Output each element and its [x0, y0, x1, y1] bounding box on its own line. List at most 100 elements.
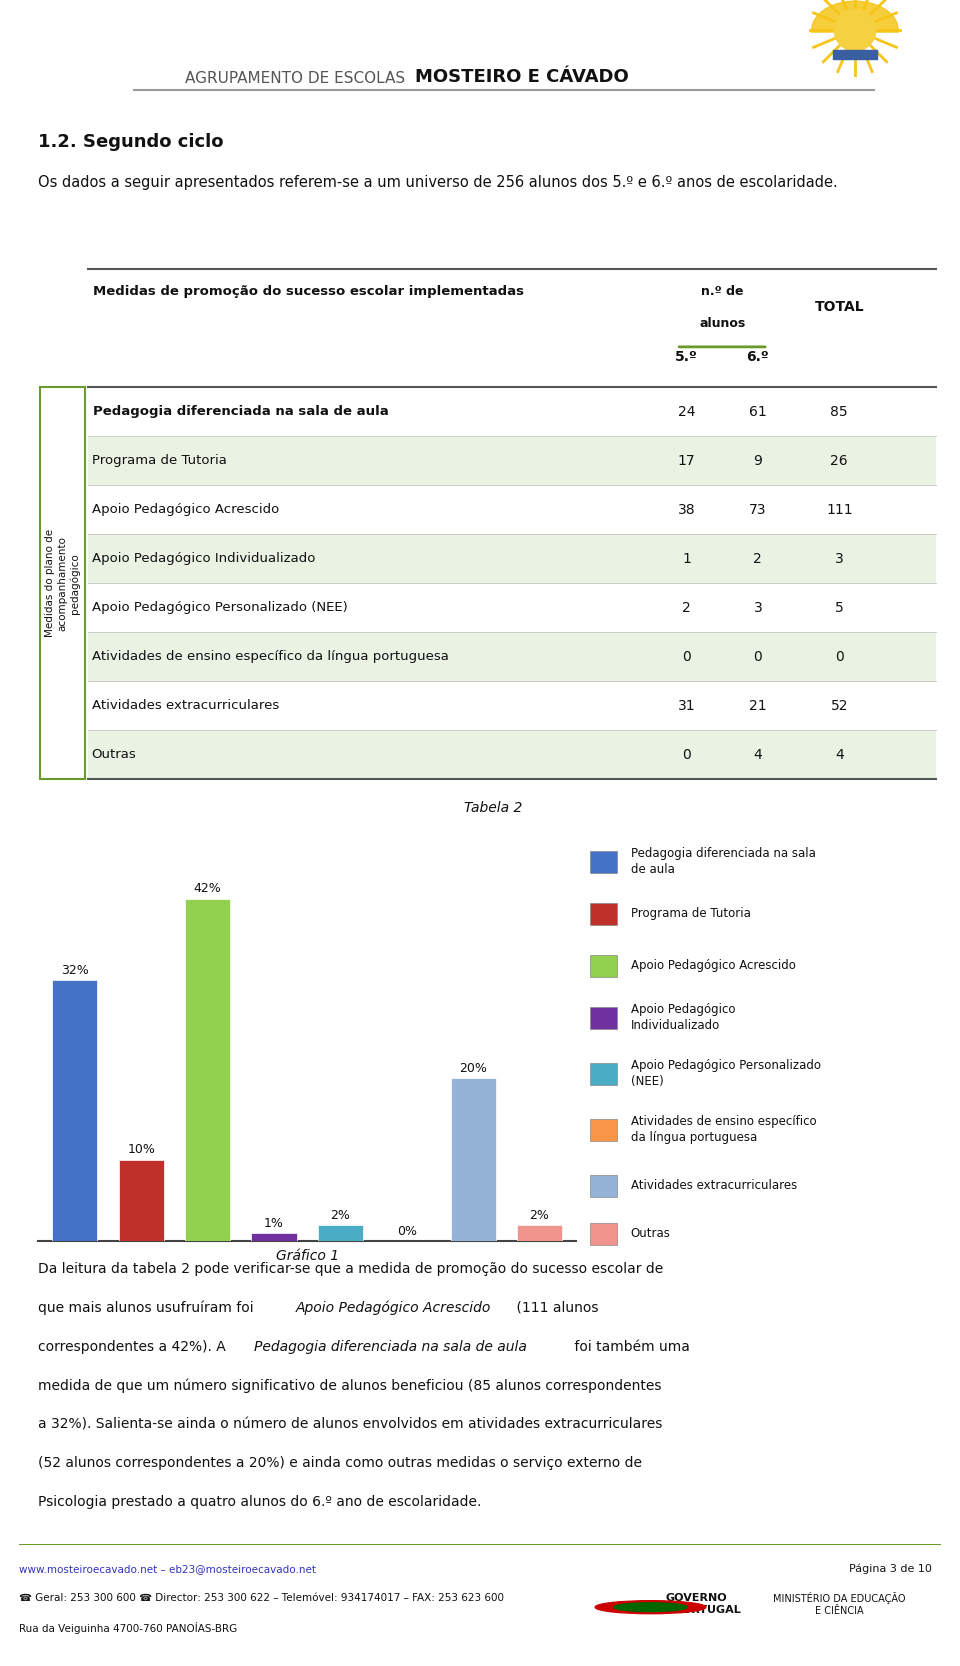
FancyBboxPatch shape	[87, 387, 936, 436]
Text: 17: 17	[678, 453, 695, 468]
FancyBboxPatch shape	[87, 535, 936, 583]
Text: 0: 0	[835, 650, 844, 663]
Text: 32%: 32%	[61, 965, 88, 976]
Text: 0: 0	[754, 650, 762, 663]
Text: Apoio Pedagógico Acrescido: Apoio Pedagógico Acrescido	[296, 1301, 492, 1314]
Text: 73: 73	[749, 503, 767, 516]
Text: 9: 9	[754, 453, 762, 468]
Bar	[119, 1160, 164, 1241]
Text: 61: 61	[749, 405, 767, 418]
Bar	[516, 1225, 562, 1241]
Text: Apoio Pedagógico Personalizado (NEE): Apoio Pedagógico Personalizado (NEE)	[91, 601, 348, 615]
Circle shape	[613, 1603, 687, 1611]
Text: Gráfico 1: Gráfico 1	[276, 1250, 339, 1263]
Text: Medidas de promoção do sucesso escolar implementadas: Medidas de promoção do sucesso escolar i…	[92, 285, 523, 298]
Text: 1.2. Segundo ciclo: 1.2. Segundo ciclo	[38, 133, 224, 150]
FancyBboxPatch shape	[87, 681, 936, 730]
Text: foi também uma: foi também uma	[570, 1339, 689, 1354]
Text: 52: 52	[830, 698, 848, 713]
Text: 0: 0	[683, 748, 691, 761]
FancyBboxPatch shape	[590, 1006, 616, 1028]
Text: 21: 21	[749, 698, 767, 713]
Text: Apoio Pedagógico Acrescido: Apoio Pedagógico Acrescido	[631, 960, 796, 973]
FancyBboxPatch shape	[590, 1223, 616, 1245]
Text: Apoio Pedagógico
Individualizado: Apoio Pedagógico Individualizado	[631, 1003, 735, 1031]
FancyBboxPatch shape	[590, 851, 616, 873]
Text: 111: 111	[826, 503, 852, 516]
Text: 20%: 20%	[459, 1061, 487, 1075]
Text: Pedagogia diferenciada na sala
de aula: Pedagogia diferenciada na sala de aula	[631, 848, 816, 876]
Text: Outras: Outras	[631, 1226, 671, 1240]
Text: 1%: 1%	[264, 1216, 284, 1230]
FancyBboxPatch shape	[87, 436, 936, 485]
Text: Pedagogia diferenciada na sala de aula: Pedagogia diferenciada na sala de aula	[254, 1339, 527, 1354]
Text: Da leitura da tabela 2 pode verificar-se que a medida de promoção do sucesso esc: Da leitura da tabela 2 pode verificar-se…	[38, 1261, 663, 1276]
Text: 5.º: 5.º	[675, 350, 698, 363]
Text: 6.º: 6.º	[747, 350, 769, 363]
Text: 31: 31	[678, 698, 695, 713]
Text: que mais alunos usufruíram foi: que mais alunos usufruíram foi	[38, 1301, 258, 1314]
Text: 0%: 0%	[396, 1225, 417, 1238]
Bar	[53, 980, 98, 1241]
Text: n.º de: n.º de	[701, 285, 743, 298]
Text: Apoio Pedagógico Acrescido: Apoio Pedagógico Acrescido	[91, 503, 278, 516]
Text: Atividades extracurriculares: Atividades extracurriculares	[91, 700, 278, 713]
Bar	[185, 898, 230, 1241]
Text: 2: 2	[754, 551, 762, 566]
Text: Outras: Outras	[91, 748, 136, 761]
Text: TOTAL: TOTAL	[814, 300, 864, 313]
Bar	[252, 1233, 297, 1241]
Text: ☎ Geral: 253 300 600 ☎ Director: 253 300 622 – Telemóvel: 934174017 – FAX: 253 6: ☎ Geral: 253 300 600 ☎ Director: 253 300…	[19, 1593, 504, 1603]
FancyBboxPatch shape	[590, 955, 616, 976]
Text: Medidas do plano de
acompanhamento
pedagógico: Medidas do plano de acompanhamento pedag…	[45, 530, 81, 638]
Text: MOSTEIRO E CÁVADO: MOSTEIRO E CÁVADO	[415, 68, 629, 87]
Text: 0: 0	[683, 650, 691, 663]
Text: 2%: 2%	[330, 1208, 350, 1221]
Text: Apoio Pedagógico Personalizado
(NEE): Apoio Pedagógico Personalizado (NEE)	[631, 1060, 821, 1088]
Text: 38: 38	[678, 503, 695, 516]
Text: 4: 4	[754, 748, 762, 761]
Text: (52 alunos correspondentes a 20%) e ainda como outras medidas o serviço externo : (52 alunos correspondentes a 20%) e aind…	[38, 1456, 642, 1471]
Text: Programa de Tutoria: Programa de Tutoria	[91, 455, 227, 466]
Text: 42%: 42%	[194, 883, 222, 895]
Text: 85: 85	[830, 405, 848, 418]
Text: 2%: 2%	[530, 1208, 549, 1221]
FancyBboxPatch shape	[87, 583, 936, 631]
Text: MINISTÉRIO DA EDUCAÇÃO
E CIÊNCIA: MINISTÉRIO DA EDUCAÇÃO E CIÊNCIA	[773, 1593, 905, 1616]
FancyBboxPatch shape	[590, 1063, 616, 1085]
Bar	[318, 1225, 363, 1241]
Text: www.mosteiroecavado.net – eb23@mosteiroecavado.net: www.mosteiroecavado.net – eb23@mosteiroe…	[19, 1564, 316, 1574]
FancyBboxPatch shape	[87, 730, 936, 780]
Text: 3: 3	[754, 601, 762, 615]
Text: GOVERNO
DE PORTUGAL: GOVERNO DE PORTUGAL	[653, 1593, 740, 1614]
Text: 3: 3	[835, 551, 844, 566]
Circle shape	[834, 10, 876, 52]
Text: Atividades de ensino específico
da língua portuguesa: Atividades de ensino específico da língu…	[631, 1115, 816, 1145]
Text: a 32%). Salienta-se ainda o número de alunos envolvidos em atividades extracurri: a 32%). Salienta-se ainda o número de al…	[38, 1418, 662, 1431]
Text: 1: 1	[682, 551, 691, 566]
Text: Atividades de ensino específico da língua portuguesa: Atividades de ensino específico da língu…	[91, 650, 448, 663]
Text: Psicologia prestado a quatro alunos do 6.º ano de escolaridade.: Psicologia prestado a quatro alunos do 6…	[38, 1494, 482, 1509]
Text: Os dados a seguir apresentados referem-se a um universo de 256 alunos dos 5.º e : Os dados a seguir apresentados referem-s…	[38, 175, 838, 190]
Circle shape	[595, 1601, 706, 1614]
Text: Rua da Veiguinha 4700-760 PANOÍAS-BRG: Rua da Veiguinha 4700-760 PANOÍAS-BRG	[19, 1623, 237, 1634]
FancyBboxPatch shape	[590, 1175, 616, 1196]
Text: 24: 24	[678, 405, 695, 418]
Text: AGRUPAMENTO DE ESCOLAS: AGRUPAMENTO DE ESCOLAS	[185, 72, 415, 87]
Text: Apoio Pedagógico Individualizado: Apoio Pedagógico Individualizado	[91, 551, 315, 565]
Text: Atividades extracurriculares: Atividades extracurriculares	[631, 1180, 797, 1193]
Text: 5: 5	[835, 601, 844, 615]
Text: Tabela 2: Tabela 2	[464, 801, 522, 815]
Text: Página 3 de 10: Página 3 de 10	[849, 1564, 931, 1574]
FancyBboxPatch shape	[87, 485, 936, 535]
Text: correspondentes a 42%). A: correspondentes a 42%). A	[38, 1339, 230, 1354]
Text: (111 alunos: (111 alunos	[512, 1301, 598, 1314]
FancyBboxPatch shape	[590, 903, 616, 925]
Text: 10%: 10%	[128, 1143, 156, 1156]
Text: Programa de Tutoria: Programa de Tutoria	[631, 906, 751, 920]
Text: 26: 26	[830, 453, 848, 468]
Text: 4: 4	[835, 748, 844, 761]
FancyBboxPatch shape	[590, 1118, 616, 1141]
Bar	[450, 1078, 495, 1241]
Text: medida de que um número significativo de alunos beneficiou (85 alunos correspond: medida de que um número significativo de…	[38, 1378, 661, 1393]
